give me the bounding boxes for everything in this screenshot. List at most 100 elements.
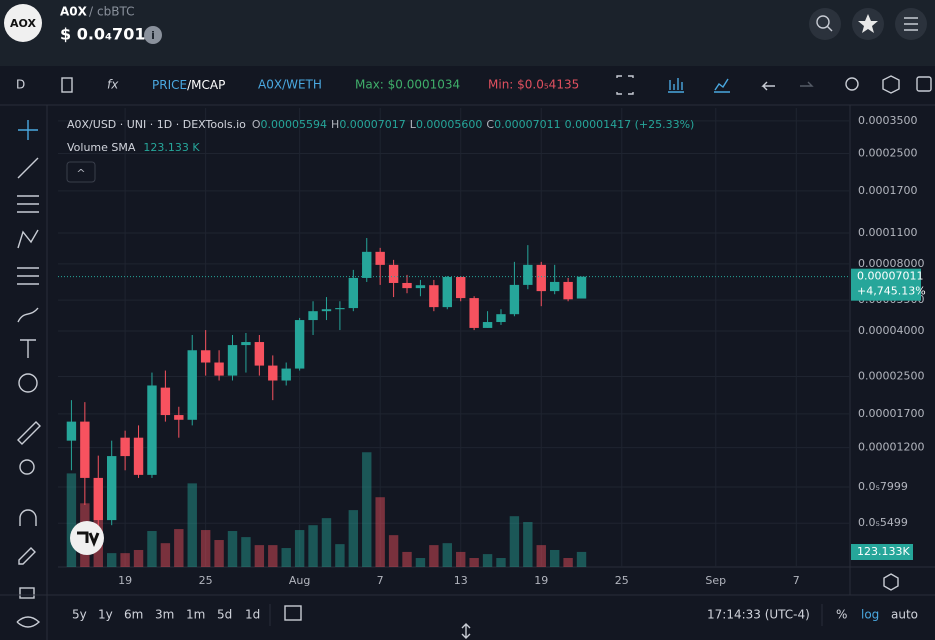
- volume-bar: [294, 530, 305, 567]
- volume-bar: [133, 549, 144, 567]
- pair-quote: cbBTC: [97, 5, 134, 19]
- candle-body: [335, 308, 345, 310]
- camera-icon[interactable]: [916, 76, 932, 92]
- candle-body: [549, 281, 560, 292]
- alert-icon[interactable]: [845, 77, 859, 91]
- candle-body: [133, 437, 144, 475]
- candle-body: [254, 342, 265, 366]
- pair-sep: /: [89, 5, 94, 19]
- menu-icon: [904, 17, 918, 31]
- candle-body: [429, 285, 439, 308]
- range-button[interactable]: 1m: [186, 608, 205, 622]
- candle-body: [66, 421, 77, 441]
- y-tick-label: 0.0₅5499: [858, 516, 908, 529]
- candle-body: [80, 421, 90, 478]
- x-tick-label: 7: [793, 574, 800, 587]
- range-button[interactable]: 3m: [155, 608, 174, 622]
- candle-body: [174, 415, 184, 420]
- range-button[interactable]: 1d: [245, 608, 260, 622]
- volume-bar: [576, 551, 587, 567]
- y-tick-label: 0.00001700: [858, 407, 924, 420]
- pair-base: A0X: [60, 5, 88, 19]
- lock-drawing-tool[interactable]: [18, 547, 36, 565]
- tradingview-mark: [77, 531, 100, 548]
- candle-body: [509, 284, 520, 315]
- token-logo: [4, 4, 42, 42]
- projection-tool[interactable]: [17, 267, 39, 285]
- candle-body: [402, 282, 412, 289]
- x-tick-label: Sep: [705, 574, 726, 587]
- interval-button[interactable]: D: [16, 78, 25, 92]
- candles-icon[interactable]: [61, 77, 73, 93]
- y-tick-label: 0.00008000: [858, 257, 924, 270]
- resize-handle[interactable]: [461, 623, 471, 639]
- range-button[interactable]: 6m: [124, 608, 143, 622]
- range-button[interactable]: 5d: [217, 608, 232, 622]
- volume-bar: [415, 558, 426, 567]
- max-price: Max: $0.0001034: [355, 78, 460, 92]
- chart-panel: [0, 66, 935, 640]
- candle-body: [523, 264, 533, 285]
- range-button[interactable]: 5y: [72, 608, 87, 622]
- volume-bar: [66, 473, 77, 567]
- volume-bar: [321, 518, 332, 567]
- ruler-tool[interactable]: [17, 421, 41, 445]
- axis-settings-icon[interactable]: [883, 573, 899, 591]
- undo-icon[interactable]: [761, 81, 775, 91]
- legend-l: L: [410, 118, 417, 131]
- min-price: Min: $0.0₅4135: [488, 78, 579, 92]
- magnet-tool[interactable]: [19, 509, 37, 526]
- price-toggle-price: PRICE: [152, 78, 187, 92]
- zoom-tool[interactable]: [19, 459, 35, 475]
- info-button[interactable]: [144, 26, 162, 44]
- lock-tool[interactable]: [19, 587, 35, 599]
- last-price-label: 0.00007011: [857, 270, 923, 283]
- price-toggle[interactable]: PRICE/MCAP: [152, 78, 225, 92]
- visibility-tool[interactable]: [16, 616, 41, 628]
- x-tick-label: 25: [615, 574, 629, 587]
- text-tool[interactable]: [20, 339, 36, 358]
- crosshair-tool[interactable]: [18, 120, 38, 140]
- volume-legend: Volume SMA 123.133 K: [67, 141, 200, 154]
- x-tick-label: 25: [199, 574, 213, 587]
- candle-body: [482, 322, 493, 328]
- candle-body: [321, 309, 332, 312]
- pair-toggle[interactable]: A0X/WETH: [258, 78, 322, 92]
- bottom-bar: 5y 1y 6m 3m 1m 5d 1d: [72, 608, 260, 622]
- last-price-tag: [851, 268, 921, 301]
- chart-style-icon[interactable]: [668, 78, 684, 93]
- compare-icon[interactable]: [714, 78, 730, 93]
- legend-title: A0X/USD · UNI · 1D · DEXTools.io: [67, 118, 246, 131]
- candle-body: [469, 298, 479, 328]
- log-toggle[interactable]: log: [861, 608, 879, 622]
- volume-bar: [549, 549, 560, 567]
- percent-toggle[interactable]: %: [836, 608, 847, 622]
- fib-tool[interactable]: [17, 195, 39, 213]
- volume-bar: [375, 497, 385, 567]
- fullscreen-icon[interactable]: [616, 75, 634, 95]
- trend-line-tool[interactable]: [17, 157, 39, 179]
- candle-body: [227, 345, 238, 376]
- candle-body: [200, 350, 211, 363]
- legend-line: A0X/USD · UNI · 1D · DEXTools.io O0.00005…: [67, 118, 694, 131]
- auto-toggle[interactable]: auto: [891, 608, 918, 622]
- legend-change: 0.00001417 (+25.33%): [565, 118, 695, 131]
- search-button[interactable]: [809, 8, 841, 40]
- volume-bar: [442, 543, 452, 567]
- collapse-button[interactable]: [66, 161, 96, 183]
- brush-tool[interactable]: [17, 307, 39, 323]
- candle-body: [496, 314, 506, 323]
- indicators-button[interactable]: fx: [107, 78, 119, 92]
- candle-body: [160, 387, 171, 416]
- legend-c-value: 0.00007011: [494, 118, 560, 131]
- range-button[interactable]: 1y: [98, 608, 113, 622]
- date-range-icon[interactable]: [284, 605, 302, 621]
- star-icon: [858, 14, 878, 33]
- volume-bar: [254, 545, 265, 567]
- pattern-tool[interactable]: [17, 229, 39, 249]
- x-tick-label: 19: [534, 574, 548, 587]
- volume-bar: [348, 510, 359, 567]
- emoji-tool[interactable]: [18, 373, 38, 393]
- settings-icon[interactable]: [882, 75, 900, 94]
- candle-body: [281, 368, 291, 381]
